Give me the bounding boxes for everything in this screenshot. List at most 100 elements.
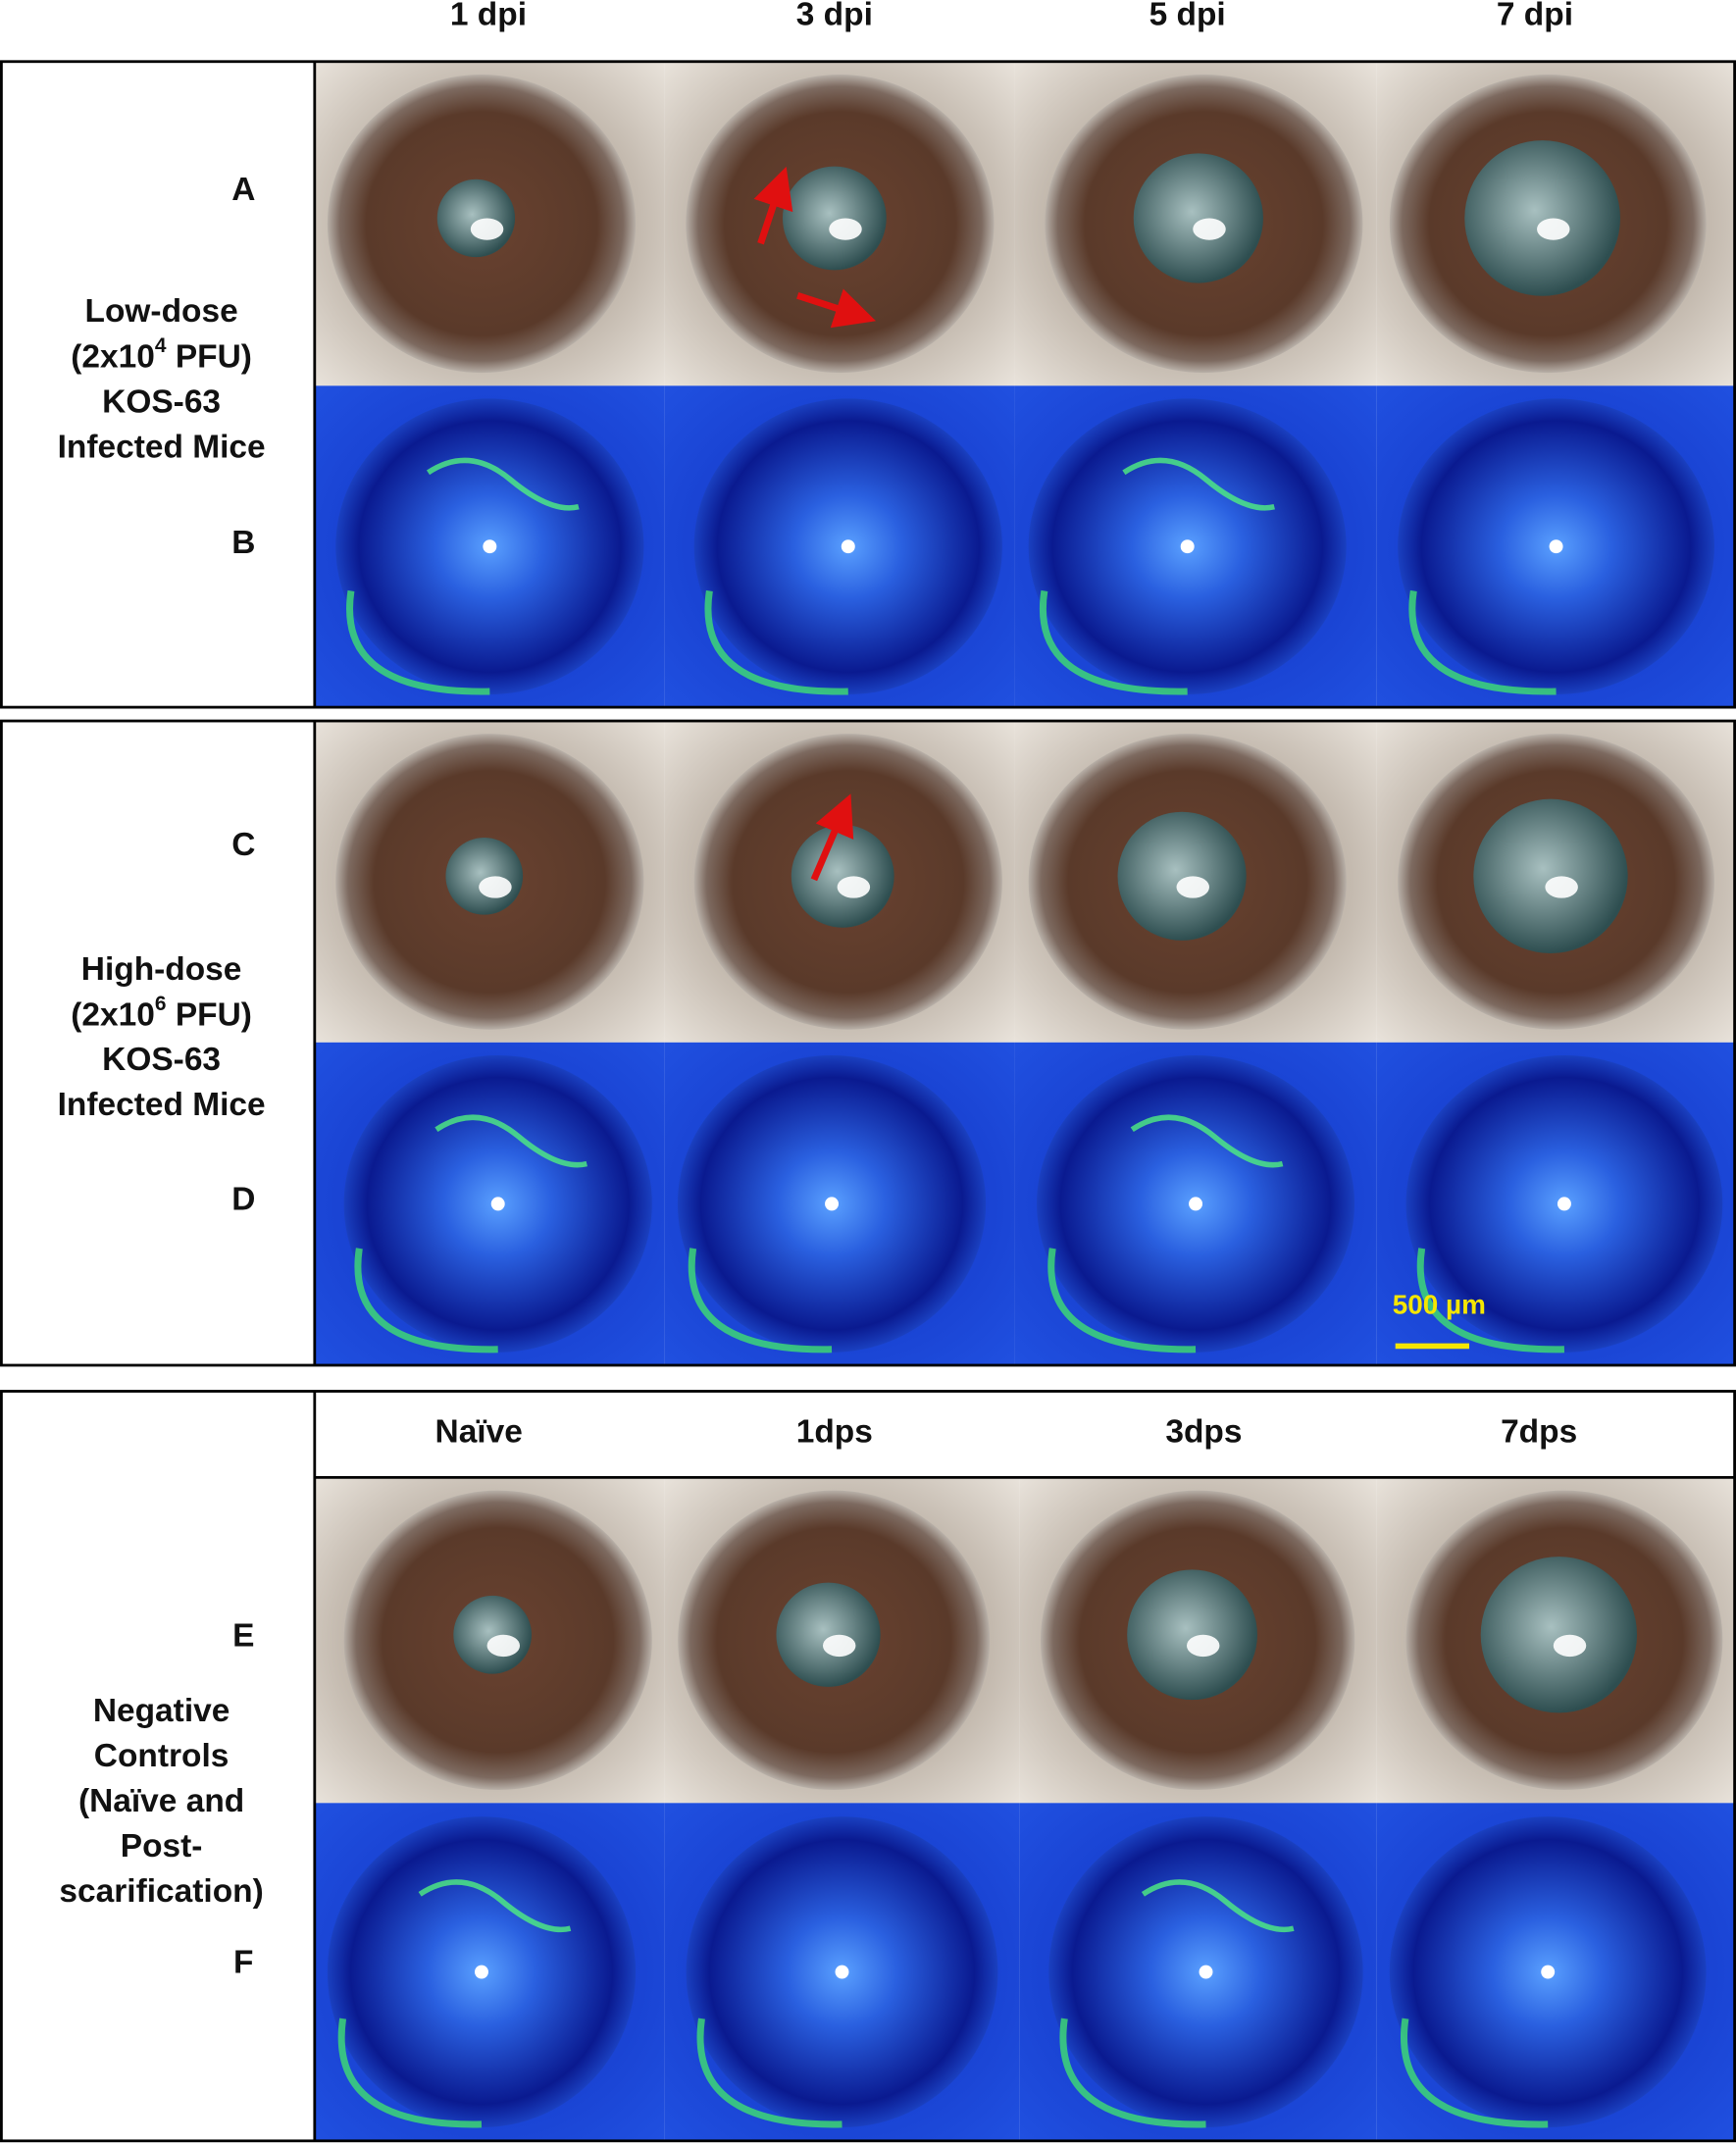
eye-photo [1014, 721, 1377, 1043]
fluorescein-stain [1130, 1114, 1284, 1168]
eye-photo [1376, 1042, 1736, 1365]
eye-photo [314, 61, 665, 386]
fluorescein-stain [696, 2017, 842, 2128]
eye-photo [1376, 1803, 1736, 2141]
row-label: A [231, 172, 255, 208]
group-label: (2x106 PFU) [71, 992, 252, 1033]
row-label: D [231, 1181, 255, 1217]
eye-photo [314, 385, 665, 708]
fluorescein-stain [337, 2017, 483, 2128]
group-label: KOS-63 [102, 1042, 221, 1078]
pupil [1473, 798, 1628, 954]
pupil [1127, 1569, 1257, 1701]
highlight [1549, 539, 1563, 554]
column-header: 3 dpi [796, 0, 873, 33]
column-header: 3dps [1165, 1414, 1242, 1451]
column-header: 7dps [1501, 1414, 1577, 1451]
highlight [837, 876, 871, 898]
group-label: Infected Mice [58, 429, 266, 465]
fluorescein-stain [1040, 589, 1188, 695]
eye-photo [314, 1477, 665, 1804]
fluorescein-stain [418, 1879, 572, 1933]
highlight [490, 1197, 505, 1211]
row-label: C [231, 827, 255, 863]
group-label-part: PFU) [167, 338, 252, 375]
eye-photo [1376, 721, 1736, 1043]
highlight [475, 1965, 488, 1979]
pupil [436, 179, 516, 258]
eye-photo [1019, 1477, 1377, 1804]
group-label: Post- [121, 1828, 203, 1864]
eye-photo [664, 721, 1015, 1043]
group-label: scarification) [59, 1873, 263, 1910]
group-label: (2x104 PFU) [71, 333, 252, 375]
fluorescein-stain [688, 1248, 833, 1353]
pupil [782, 166, 887, 271]
annotation-arrows [753, 166, 877, 882]
superscript: 4 [155, 333, 167, 356]
highlight [829, 218, 862, 240]
eye-photo [314, 1803, 665, 2141]
eye-photo [1376, 1477, 1736, 1804]
column-header: Naïve [435, 1414, 523, 1451]
eye-photo [1014, 61, 1377, 386]
eye-photo [664, 61, 1015, 386]
fluorescein-stain [426, 457, 580, 511]
highlight [825, 1197, 840, 1211]
fluorescein-stain [1047, 1248, 1197, 1353]
group-label: Low-dose [85, 293, 238, 330]
row-label: E [232, 1617, 254, 1654]
group-label: KOS-63 [102, 383, 221, 420]
superscript: 6 [155, 992, 167, 1014]
fluorescein-stain [346, 589, 490, 695]
row-label: F [233, 1945, 253, 1981]
group-label-part: (2x10 [71, 996, 155, 1033]
highlight [1537, 218, 1570, 240]
pupil [453, 1595, 532, 1674]
highlight [1199, 1965, 1213, 1979]
eye-photo [664, 385, 1015, 708]
pupil [1480, 1557, 1638, 1713]
fluorescein-stain [434, 1114, 587, 1168]
group-label: Negative [93, 1693, 230, 1729]
scale-bar-label: 500 µm [1393, 1289, 1486, 1319]
group-label-part: (2x10 [71, 338, 155, 375]
eye-photo [1376, 61, 1736, 386]
eye-photo [1014, 1042, 1377, 1365]
group-label: (Naïve and [78, 1783, 244, 1819]
fluorescein-stain [1059, 2017, 1206, 2128]
column-header: 7 dpi [1497, 0, 1573, 33]
highlight [1189, 1197, 1203, 1211]
pupil [1464, 140, 1620, 296]
fluorescein-stain [1122, 457, 1275, 511]
eye-photo [1014, 385, 1377, 708]
pupil [1117, 811, 1247, 941]
highlight [1176, 876, 1209, 898]
highlight [1557, 1197, 1571, 1211]
group-label: Controls [94, 1738, 230, 1774]
eye-photo [664, 1042, 1015, 1365]
fluorescein-stain [704, 589, 848, 695]
eye-photo [314, 721, 665, 1043]
column-header: 1 dpi [450, 0, 527, 33]
fluorescein-stain [1141, 1879, 1295, 1933]
eye-photo [1376, 385, 1736, 708]
eye-photo [664, 1803, 1020, 2141]
highlight [479, 876, 512, 898]
group-label: Infected Mice [58, 1087, 266, 1123]
highlight [483, 539, 497, 554]
column-header: 5 dpi [1149, 0, 1226, 33]
fluorescein-stain [1401, 2017, 1549, 2128]
highlight [470, 218, 504, 240]
highlight [822, 1634, 856, 1658]
highlight [1545, 876, 1578, 898]
column-header: 1dps [796, 1414, 873, 1451]
eye-photo [1019, 1803, 1377, 2141]
boxes [0, 60, 1736, 2143]
highlight [1186, 1634, 1220, 1658]
highlight [1541, 1965, 1556, 1979]
row-label: B [231, 525, 255, 561]
fluorescein-stain [1416, 1248, 1565, 1353]
